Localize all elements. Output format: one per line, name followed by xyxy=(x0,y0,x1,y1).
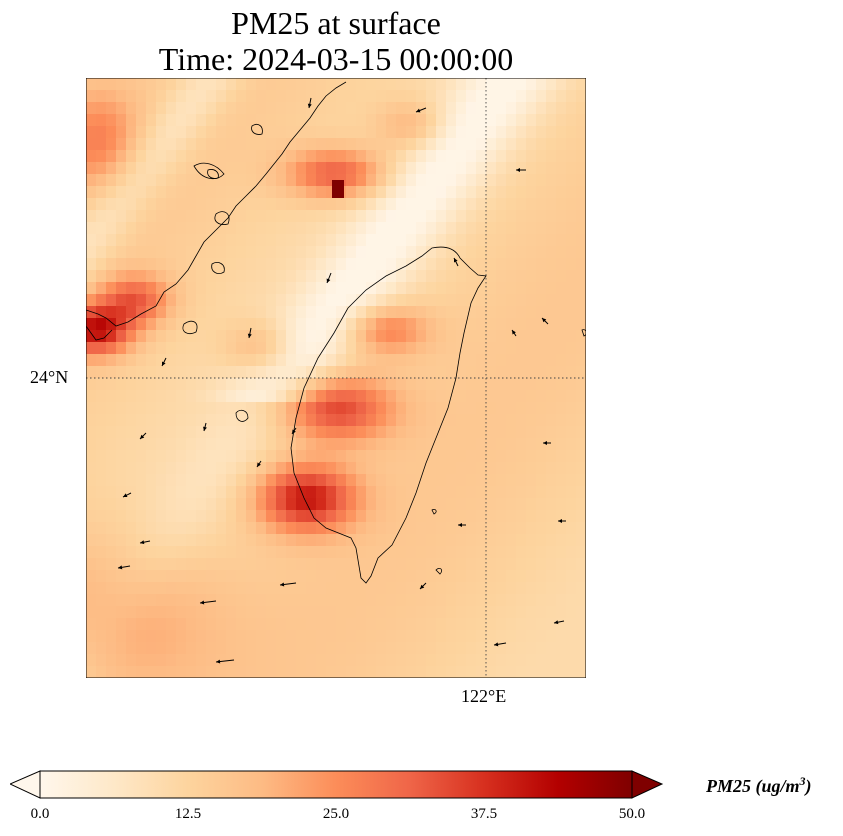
map-timestamp: Time: 2024-03-15 00:00:00 xyxy=(158,41,514,77)
colorbar-tick-0: 0.0 xyxy=(30,806,50,822)
coastline xyxy=(86,81,586,584)
colorbar-gradient xyxy=(39,770,633,799)
colorbar-tick-1: 12.5 xyxy=(174,806,202,822)
pm25-map xyxy=(86,78,586,678)
colorbar-tick-2: 25.0 xyxy=(322,806,350,822)
gridlines xyxy=(86,78,586,678)
wind-vectors xyxy=(117,97,566,664)
colorbar-tick-4: 50.0 xyxy=(618,806,646,822)
latitude-label: 24°N xyxy=(30,367,69,387)
colorbar xyxy=(10,770,664,799)
colorbar-tick-3: 37.5 xyxy=(470,806,498,822)
colorbar-label: PM25 (ug/m3) xyxy=(706,774,812,796)
map-title: PM25 at surface xyxy=(231,5,441,41)
pm25-concentration-field xyxy=(86,78,586,678)
colorbar-min-extension xyxy=(10,770,41,799)
colorbar-max-extension xyxy=(631,770,664,799)
longitude-label: 122°E xyxy=(461,686,507,706)
